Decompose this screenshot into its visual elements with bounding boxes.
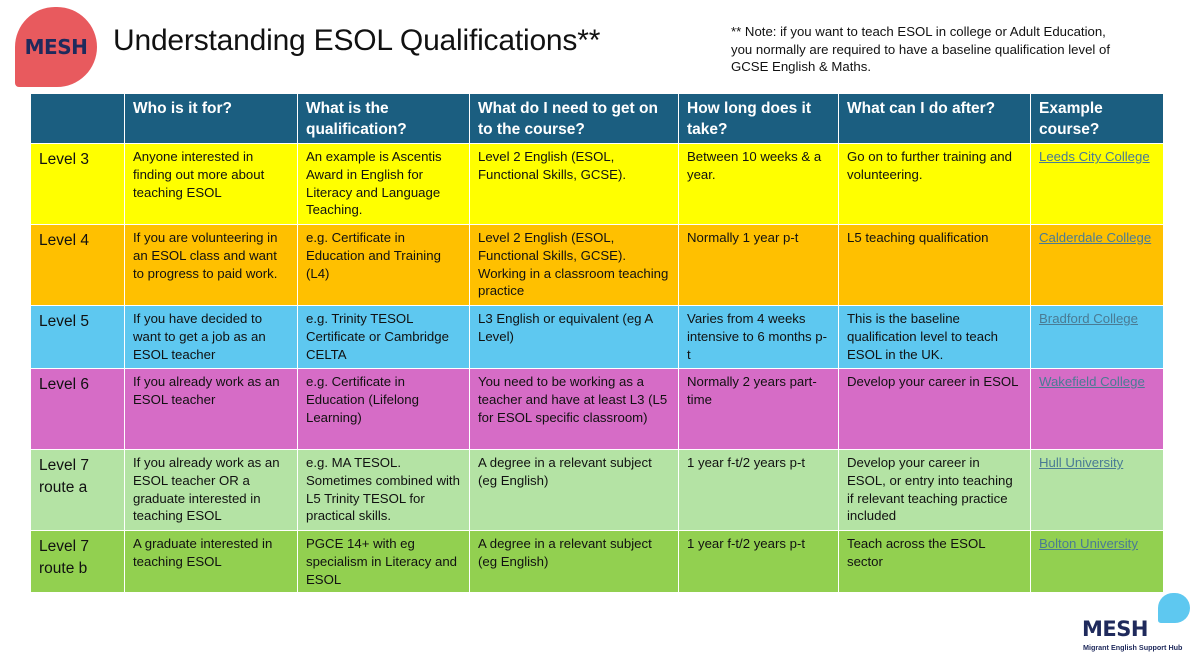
cell-qualification: e.g. Certificate in Education (Lifelong … <box>297 368 470 450</box>
esol-qualifications-table: Who is it for? What is the qualification… <box>30 93 1164 593</box>
cell-level: Level 5 <box>30 305 125 369</box>
header-example: Example course? <box>1030 93 1164 144</box>
cell-after: L5 teaching qualification <box>838 224 1031 306</box>
table-row-level-3: Level 3 Anyone interested in finding out… <box>30 143 1164 225</box>
page-title: Understanding ESOL Qualifications** <box>113 24 601 57</box>
cell-duration: 1 year f-t/2 years p-t <box>678 530 839 593</box>
cell-level: Level 4 <box>30 224 125 306</box>
table-row-level-7-route-a: Level 7 route a If you already work as a… <box>30 449 1164 531</box>
link-wakefield-college[interactable]: Wakefield College <box>1039 374 1145 389</box>
table-row-level-5: Level 5 If you have decided to want to g… <box>30 305 1164 369</box>
cell-qualification: e.g. Trinity TESOL Certificate or Cambri… <box>297 305 470 369</box>
cell-after: Develop your career in ESOL, or entry in… <box>838 449 1031 531</box>
table-row-level-7-route-b: Level 7 route b A graduate interested in… <box>30 530 1164 593</box>
cell-who: If you have decided to want to get a job… <box>124 305 298 369</box>
header-qualification: What is the qualification? <box>297 93 470 144</box>
footer-logo-text: MESH <box>1082 617 1148 641</box>
link-bolton-university[interactable]: Bolton University <box>1039 536 1138 551</box>
link-hull-university[interactable]: Hull University <box>1039 455 1124 470</box>
cell-qualification: e.g. MA TESOL. Sometimes combined with L… <box>297 449 470 531</box>
link-calderdale-college[interactable]: Calderdale College <box>1039 230 1152 245</box>
header-who: Who is it for? <box>124 93 298 144</box>
cell-after: Develop your career in ESOL <box>838 368 1031 450</box>
header-duration: How long does it take? <box>678 93 839 144</box>
speech-bubble-icon <box>1158 593 1190 623</box>
cell-entry: Level 2 English (ESOL, Functional Skills… <box>469 224 679 306</box>
cell-level: Level 6 <box>30 368 125 450</box>
cell-example: Bolton University <box>1030 530 1164 593</box>
cell-entry: You need to be working as a teacher and … <box>469 368 679 450</box>
link-leeds-city-college[interactable]: Leeds City College <box>1039 149 1150 164</box>
cell-duration: Between 10 weeks & a year. <box>678 143 839 225</box>
cell-entry: A degree in a relevant subject (eg Engli… <box>469 449 679 531</box>
footer-mesh-logo: MESH Migrant English Support Hub <box>1080 593 1190 663</box>
cell-after: Teach across the ESOL sector <box>838 530 1031 593</box>
cell-example: Wakefield College <box>1030 368 1164 450</box>
table-row-level-6: Level 6 If you already work as an ESOL t… <box>30 368 1164 450</box>
cell-level: Level 3 <box>30 143 125 225</box>
cell-level: Level 7 route b <box>30 530 125 593</box>
cell-example: Bradford College <box>1030 305 1164 369</box>
qualification-note: ** Note: if you want to teach ESOL in co… <box>731 24 1110 74</box>
table-header-row: Who is it for? What is the qualification… <box>30 93 1164 144</box>
cell-entry: Level 2 English (ESOL, Functional Skills… <box>469 143 679 225</box>
cell-duration: Normally 1 year p-t <box>678 224 839 306</box>
cell-who: If you already work as an ESOL teacher <box>124 368 298 450</box>
table-row-level-4: Level 4 If you are volunteering in an ES… <box>30 224 1164 306</box>
cell-who: Anyone interested in finding out more ab… <box>124 143 298 225</box>
footer-tagline: Migrant English Support Hub <box>1083 643 1183 652</box>
cell-qualification: An example is Ascentis Award in English … <box>297 143 470 225</box>
cell-after: Go on to further training and volunteeri… <box>838 143 1031 225</box>
logo-text: MESH <box>24 35 88 59</box>
cell-duration: Normally 2 years part-time <box>678 368 839 450</box>
cell-duration: Varies from 4 weeks intensive to 6 month… <box>678 305 839 369</box>
cell-example: Calderdale College <box>1030 224 1164 306</box>
header-after: What can I do after? <box>838 93 1031 144</box>
cell-who: If you are volunteering in an ESOL class… <box>124 224 298 306</box>
cell-who: If you already work as an ESOL teacher O… <box>124 449 298 531</box>
cell-entry: L3 English or equivalent (eg A Level) <box>469 305 679 369</box>
cell-duration: 1 year f-t/2 years p-t <box>678 449 839 531</box>
cell-example: Leeds City College <box>1030 143 1164 225</box>
mesh-logo-badge: MESH <box>15 7 97 87</box>
cell-who: A graduate interested in teaching ESOL <box>124 530 298 593</box>
cell-qualification: PGCE 14+ with eg specialism in Literacy … <box>297 530 470 593</box>
link-bradford-college[interactable]: Bradford College <box>1039 311 1138 326</box>
cell-example: Hull University <box>1030 449 1164 531</box>
cell-level: Level 7 route a <box>30 449 125 531</box>
cell-qualification: e.g. Certificate in Education and Traini… <box>297 224 470 306</box>
cell-after: This is the baseline qualification level… <box>838 305 1031 369</box>
header-level <box>30 93 125 144</box>
header-entry: What do I need to get on to the course? <box>469 93 679 144</box>
cell-entry: A degree in a relevant subject (eg Engli… <box>469 530 679 593</box>
